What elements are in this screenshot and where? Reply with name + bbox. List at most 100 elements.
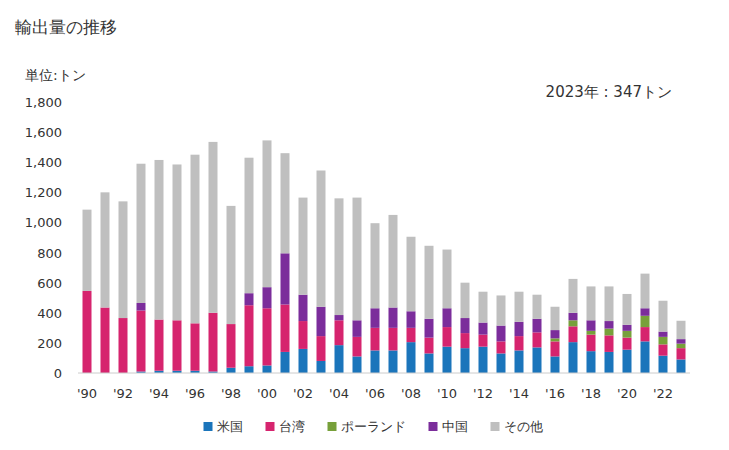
y-tick-label: 1,200 — [25, 185, 62, 200]
bar-segment — [335, 320, 344, 345]
bar-segment — [191, 323, 200, 370]
title: 輸出量の推移 — [15, 17, 117, 37]
x-tick-label: '04 — [329, 386, 349, 401]
bar-segment — [173, 320, 182, 370]
bar-segment — [353, 198, 362, 321]
bar-segment — [497, 353, 506, 373]
bar-segment — [317, 171, 326, 307]
bar-segment — [227, 324, 236, 368]
bar-segment — [479, 323, 488, 335]
bar-segment — [371, 350, 380, 373]
bar-segment — [659, 356, 668, 373]
bar-segment — [605, 352, 614, 373]
bar-segment — [551, 341, 560, 356]
x-tick-label: '92 — [113, 386, 133, 401]
x-tick-label: '00 — [257, 386, 277, 401]
bar-segment — [443, 327, 452, 347]
bar-segment — [497, 326, 506, 342]
legend-swatch — [266, 422, 275, 431]
bar-segment — [533, 332, 542, 347]
bar-segment — [443, 250, 452, 309]
bar-segment — [533, 347, 542, 373]
bar-segment — [173, 164, 182, 320]
bar-segment — [587, 286, 596, 320]
bar-segment — [677, 359, 686, 373]
bar-segment — [641, 327, 650, 341]
bar-segment — [461, 318, 470, 333]
bar-segment — [623, 350, 632, 373]
y-tick-label: 400 — [37, 306, 62, 321]
bar-segment — [245, 293, 254, 305]
bar-segment — [299, 321, 308, 349]
legend-label: 米国 — [217, 419, 243, 434]
bar-segment — [245, 158, 254, 294]
y-tick — [74, 282, 78, 283]
bar-segment — [551, 356, 560, 373]
bar-segment — [353, 320, 362, 337]
bar-segment — [479, 292, 488, 323]
legend-swatch — [328, 422, 337, 431]
y-label: 単位:トン — [25, 67, 86, 83]
x-tick-label: '90 — [77, 386, 97, 401]
bar-segment — [389, 215, 398, 308]
y-tick-label: 800 — [37, 246, 62, 261]
bar-segment — [299, 349, 308, 373]
bar-segment — [245, 366, 254, 373]
x-tick-label: '20 — [617, 386, 637, 401]
bar-segment — [335, 198, 344, 315]
x-tick-label: '08 — [401, 386, 421, 401]
bar-segment — [677, 339, 686, 344]
bar-segment — [299, 295, 308, 321]
bar-segment — [191, 155, 200, 324]
bar-segment — [263, 140, 272, 287]
x-tick-label: '18 — [581, 386, 601, 401]
bar-segment — [407, 342, 416, 373]
bar-segment — [137, 303, 146, 311]
bar-segment — [497, 341, 506, 353]
bar-segment — [605, 321, 614, 329]
y-tick-label: 1,400 — [25, 155, 62, 170]
bar-segment — [209, 142, 218, 313]
bar-segment — [137, 164, 146, 303]
bar-segment — [515, 336, 524, 350]
bar-segment — [623, 294, 632, 325]
x-tick-label: '16 — [545, 386, 565, 401]
y-tick — [74, 222, 78, 223]
bar-segment — [317, 307, 326, 336]
y-tick-label: 1,800 — [25, 95, 62, 110]
bar-segment — [641, 308, 650, 316]
bar-segment — [335, 345, 344, 373]
y-tick-label: 1,600 — [25, 125, 62, 140]
bar-segment — [389, 308, 398, 328]
bar-segment — [281, 352, 290, 373]
bar-segment — [155, 160, 164, 320]
y-tick — [74, 162, 78, 163]
bar-segment — [551, 338, 560, 341]
bar-segment — [425, 353, 434, 373]
bar-segment — [137, 311, 146, 372]
y-tick-label: 200 — [37, 336, 62, 351]
x-axis — [78, 373, 690, 374]
bar-segment — [659, 301, 668, 332]
x-tick-label: '98 — [221, 386, 241, 401]
annotation: 2023年 : 347トン — [546, 83, 672, 101]
bar-segment — [587, 335, 596, 352]
bar-segment — [479, 347, 488, 373]
bar-segment — [515, 292, 524, 322]
y-tick-label: 0 — [54, 366, 62, 381]
bar-segment — [533, 295, 542, 319]
bar-segment — [497, 295, 506, 325]
bar-segment — [263, 308, 272, 365]
x-tick-label: '10 — [437, 386, 457, 401]
legend-label: その他 — [504, 419, 543, 434]
legend: 米国台湾ポーランド中国その他 — [204, 419, 543, 434]
x-tick-label: '06 — [365, 386, 385, 401]
bar-segment — [371, 328, 380, 351]
x-tick-label: '96 — [185, 386, 205, 401]
bar-segment — [569, 342, 578, 373]
bar-segment — [83, 210, 92, 291]
bar-segment — [569, 279, 578, 313]
bar-segment — [245, 305, 254, 366]
y-tick — [74, 312, 78, 313]
bar-segment — [101, 192, 110, 307]
